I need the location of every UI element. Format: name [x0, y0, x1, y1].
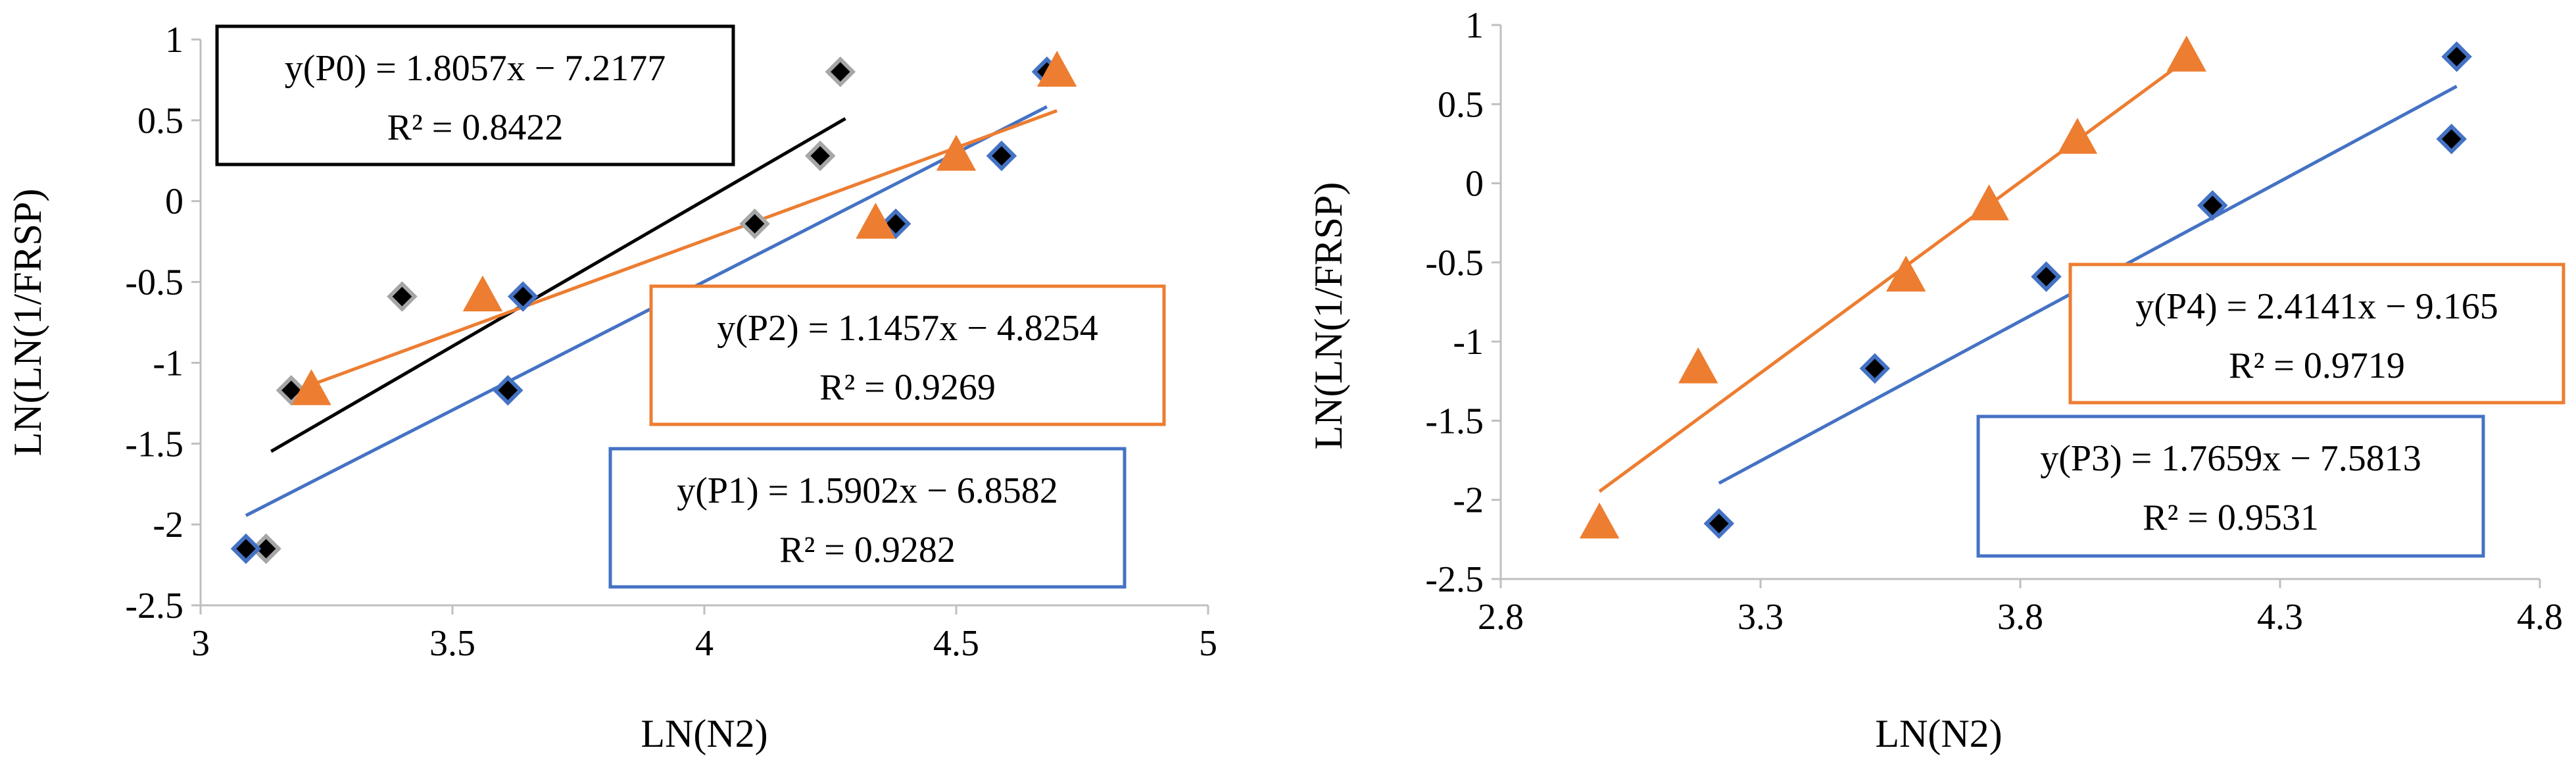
- trendline-p0: [270, 117, 846, 453]
- marker-p0-point: [804, 140, 836, 172]
- equation-text: y(P3) = 1.7659x − 7.5813: [2040, 438, 2421, 479]
- y-axis-title: LN(LN(1/FRSP): [6, 189, 49, 457]
- r-squared-text: R² = 0.9719: [2229, 345, 2405, 386]
- marker-p2-point: [462, 275, 503, 312]
- y-tick-label: -2.5: [125, 586, 183, 626]
- y-tick-label: 0: [1465, 164, 1484, 205]
- x-tick-label: 3.8: [1997, 597, 2043, 638]
- x-tick-label: 2.8: [1478, 597, 1524, 638]
- y-tick-label: 0.5: [137, 101, 183, 141]
- marker-p2-point: [856, 203, 896, 239]
- trendline-p2: [310, 109, 1058, 387]
- x-tick-label: 5: [1199, 623, 1217, 664]
- marker-p4-point: [2166, 36, 2206, 72]
- y-axis-title: LN(LN(1/FRSP): [1307, 182, 1350, 450]
- equation-text: y(P1) = 1.5902x − 6.8582: [677, 470, 1058, 511]
- y-tick-label: -1.5: [1425, 401, 1484, 441]
- equation-text: y(P2) = 1.1457x − 4.8254: [717, 308, 1098, 349]
- trendline-p1: [245, 105, 1048, 517]
- marker-p4-point: [1969, 184, 2009, 220]
- y-tick-label: -2.5: [1425, 559, 1484, 600]
- x-axis-title: LN(N2): [1875, 712, 2002, 755]
- marker-p1-point: [507, 281, 539, 312]
- y-tick-label: 1: [165, 20, 183, 61]
- equation-box-p4: [2068, 263, 2565, 405]
- marker-p4-point: [1579, 502, 1620, 539]
- right-chart-panel: 1 0.5 0 -0.5 -1 -1.5 -2 -2.52.8 3.3 3.8 4.3 4.8 LN(N…: [1307, 5, 2565, 755]
- marker-p0-point: [825, 56, 856, 88]
- marker-p4-point: [1886, 255, 1926, 292]
- x-tick-label: 3.3: [1738, 597, 1784, 638]
- r-squared-text: R² = 0.9282: [779, 530, 956, 570]
- equation-box-p3: [1976, 415, 2485, 558]
- x-tick-label: 3: [191, 623, 210, 664]
- left-chart-panel: 1 0.5 0 -0.5 -1 -1.5 -2 -2.53 3.5 4 4.5 5 LN(N2) LN(L…: [6, 20, 1217, 755]
- y-tick-label: -1.5: [125, 424, 183, 465]
- y-tick-label: -0.5: [125, 263, 183, 303]
- equation-text: y(P4) = 2.4141x − 9.165: [2135, 286, 2498, 327]
- marker-p3-point: [1859, 353, 1891, 384]
- y-tick-label: 0.5: [1438, 84, 1484, 125]
- r-squared-text: R² = 0.8422: [387, 107, 564, 148]
- equation-box-p0: [215, 24, 735, 166]
- y-tick-label: 0: [165, 182, 183, 222]
- r-squared-text: R² = 0.9269: [819, 367, 996, 408]
- marker-p4-point: [2057, 118, 2098, 154]
- x-tick-label: 4.8: [2517, 597, 2563, 638]
- x-tick-label: 4.3: [2257, 597, 2303, 638]
- marker-p1-point: [493, 374, 523, 406]
- x-tick-label: 3.5: [429, 623, 475, 664]
- marker-p0-point: [739, 208, 770, 239]
- marker-p2-point: [291, 369, 331, 405]
- marker-p3-point: [1703, 508, 1735, 540]
- marker-p3-point: [2197, 190, 2228, 221]
- marker-p2-point: [936, 134, 977, 171]
- y-tick-label: -1: [153, 343, 183, 384]
- y-tick-label: -1: [1453, 322, 1484, 363]
- marker-p3-point: [2031, 261, 2062, 292]
- y-tick-label: -2: [1453, 480, 1484, 521]
- marker-p0-point: [251, 533, 281, 565]
- marker-p0-point: [387, 281, 418, 312]
- marker-p3-point: [2441, 41, 2472, 72]
- trendline-p4: [1598, 58, 2188, 493]
- marker-p2-point: [1037, 51, 1077, 87]
- marker-p1-point: [230, 533, 262, 565]
- y-tick-label: 1: [1465, 5, 1484, 46]
- x-tick-label: 4: [695, 623, 714, 664]
- equation-box-p1: [608, 447, 1127, 589]
- marker-p1-point: [986, 140, 1017, 172]
- y-tick-label: -0.5: [1425, 243, 1484, 284]
- equation-box-p2: [649, 284, 1166, 426]
- marker-p4-point: [1678, 347, 1718, 384]
- y-tick-label: -2: [153, 505, 183, 545]
- x-axis-title: LN(N2): [641, 712, 767, 755]
- equation-text: y(P0) = 1.8057x − 7.2177: [285, 48, 666, 89]
- r-squared-text: R² = 0.9531: [2143, 497, 2319, 538]
- x-tick-label: 4.5: [933, 623, 979, 664]
- marker-p3-point: [2436, 123, 2467, 155]
